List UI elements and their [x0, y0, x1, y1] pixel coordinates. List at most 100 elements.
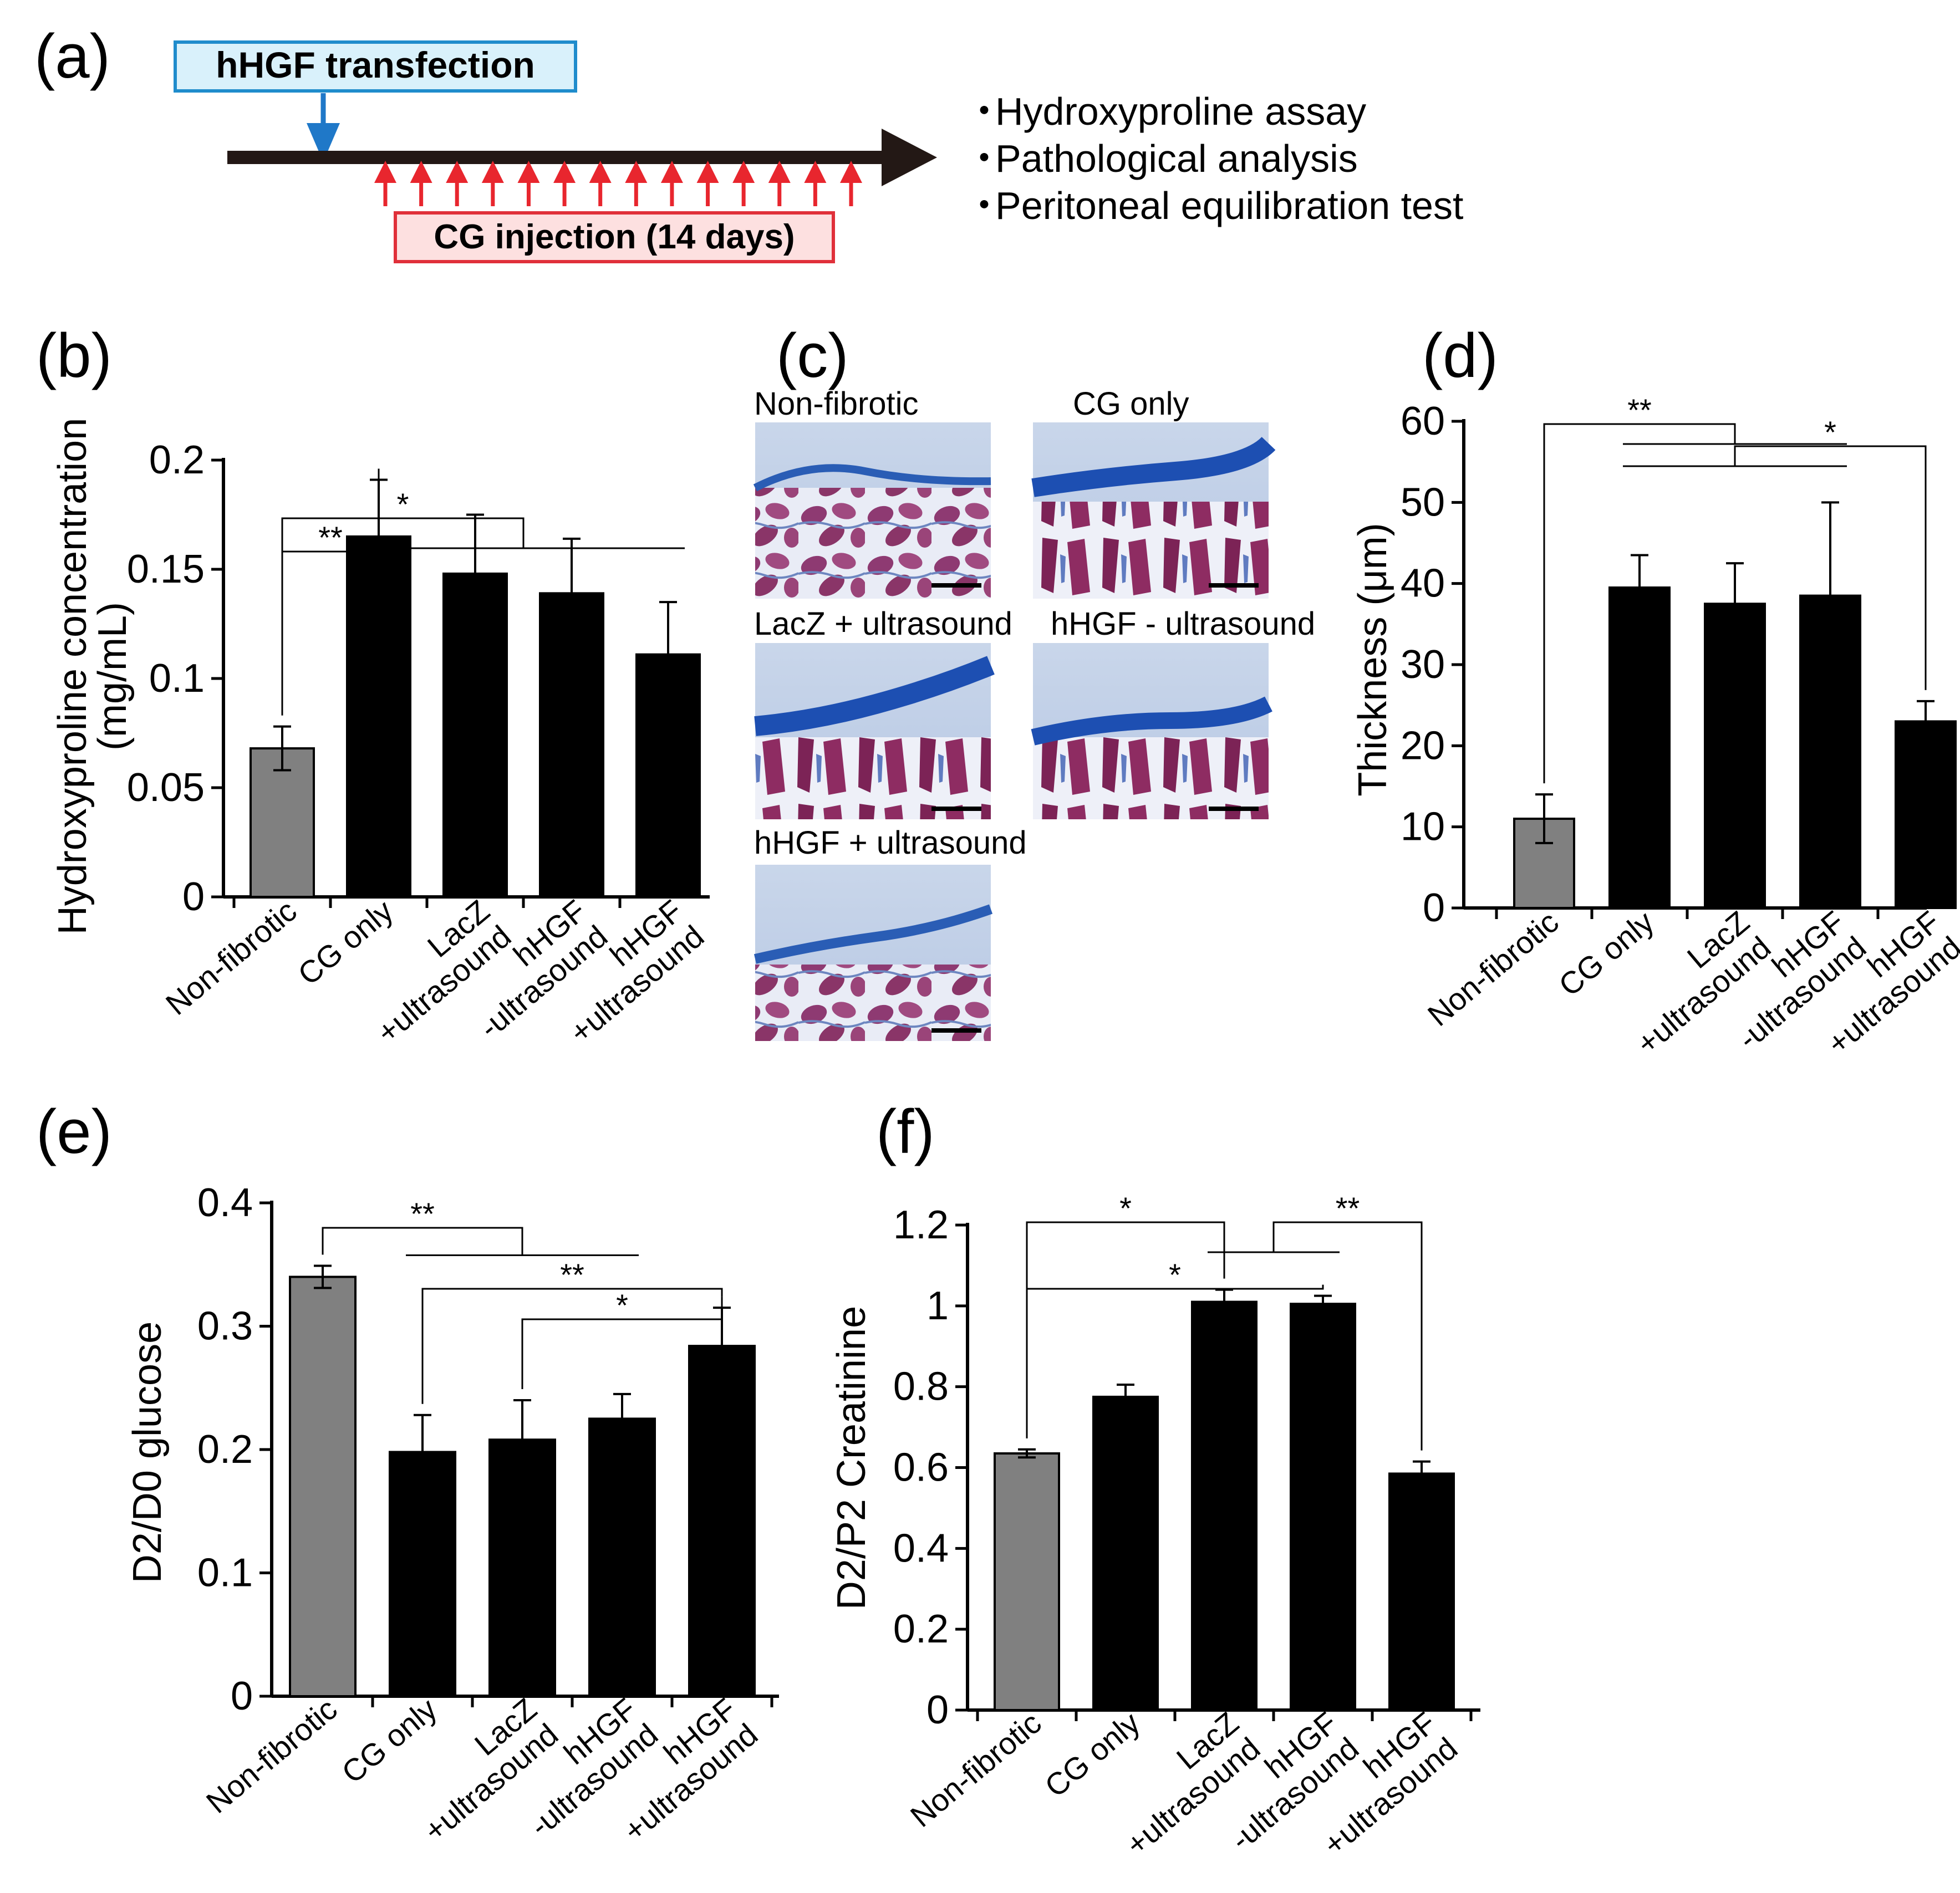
y-tick-label: 1.2: [893, 1203, 949, 1247]
injection-arrow-head: [446, 161, 469, 183]
outcome-bullet-1: ・: [965, 90, 1004, 133]
injection-arrow-head: [517, 161, 540, 183]
injection-box: [394, 211, 835, 263]
injection-label: CG injection (14 days): [434, 218, 795, 256]
bar-4: [688, 1345, 756, 1698]
significance-label: **: [560, 1257, 584, 1292]
significance-label: *: [397, 487, 409, 522]
bar-4: [1895, 720, 1957, 910]
significance-bracket: [322, 1227, 523, 1256]
micrograph-hhgf-plus-ultrasound: [754, 865, 993, 1041]
significance-label: **: [1627, 392, 1652, 427]
panel-a-letter: (a): [34, 22, 110, 91]
y-tick-label: 0.2: [893, 1607, 949, 1651]
y-tick-label: 0.1: [197, 1551, 253, 1595]
micrograph-hhgf-minus-ultrasound: [1031, 643, 1272, 819]
y-tick-label: 0.05: [127, 766, 205, 810]
injection-arrow-head: [481, 161, 504, 183]
significance-bracket: [1272, 1221, 1423, 1451]
outcome-bullet-3: ・: [965, 184, 1004, 227]
category-label: Non-fibrotic: [159, 893, 303, 1022]
y-tick-label: 0.8: [893, 1365, 949, 1409]
y-tick-label: 20: [1401, 723, 1445, 768]
micro-label-cg-only: CG only: [1073, 386, 1189, 422]
y-tick-label: 0: [926, 1688, 949, 1732]
outcome-list: ・ Hydroxyproline assay ・ Pathological an…: [965, 90, 1463, 227]
significance-label: **: [410, 1196, 435, 1231]
bar-1: [1092, 1395, 1159, 1711]
outcome-3: Peritoneal equilibration test: [995, 184, 1463, 227]
injection-arrow-head: [553, 161, 576, 183]
panel-c-letter: (c): [776, 321, 849, 390]
transfection-box: [174, 40, 577, 93]
significance-bracket: [281, 517, 525, 716]
micro-label-lacz-ultrasound: LacZ + ultrasound: [754, 606, 1012, 642]
y-tick-label: 0: [231, 1674, 253, 1718]
significance-label: *: [1824, 415, 1836, 450]
y-axis-label: Thickness (μm): [1351, 523, 1395, 797]
panel-d-letter: (d): [1422, 321, 1498, 390]
y-tick-label: 0.15: [127, 547, 205, 591]
significance-bracket: [1734, 445, 1927, 690]
transfection-label: hHGF transfection: [216, 44, 535, 85]
significance-label: **: [1336, 1191, 1360, 1226]
category-label: Non-fibrotic: [200, 1691, 344, 1820]
bar-3: [588, 1417, 656, 1697]
scale-bar: [931, 1028, 981, 1033]
y-tick-label: 0: [1423, 886, 1445, 930]
scale-bar: [1209, 807, 1259, 811]
y-tick-label: 0.3: [197, 1304, 253, 1349]
y-axis-label: D2/D0 glucose: [125, 1321, 170, 1583]
transfection-arrow-head: [307, 123, 340, 162]
y-tick-label: 50: [1401, 480, 1445, 524]
y-tick-label: 40: [1401, 562, 1445, 606]
significance-label: **: [318, 520, 343, 555]
injection-arrow-head: [660, 161, 683, 183]
y-tick-label: 0.2: [197, 1427, 253, 1472]
y-tick-label: 0: [182, 875, 205, 919]
y-tick-label: 30: [1401, 642, 1445, 687]
injection-arrow-head: [696, 161, 719, 183]
injection-arrow-head: [589, 161, 612, 183]
micrograph-cg-only: [1031, 422, 1276, 599]
injection-arrow-head: [410, 161, 432, 183]
bar-1: [346, 535, 411, 898]
bar-3: [1290, 1303, 1356, 1711]
y-tick-label: 10: [1401, 805, 1445, 849]
bar-2: [1704, 603, 1766, 909]
y-tick-label: 60: [1401, 399, 1445, 443]
y-tick-label: 0.4: [197, 1181, 253, 1225]
bar-0: [289, 1275, 357, 1697]
micrograph-non-fibrotic: [753, 422, 991, 599]
injection-arrows: [374, 161, 862, 206]
y-tick-label: 0.4: [893, 1526, 949, 1570]
y-axis-label: Hydroxyproline concentration(mg/mL): [50, 418, 135, 935]
significance-label: *: [1119, 1191, 1132, 1226]
category-label: CG only: [1552, 904, 1660, 1003]
bar-4: [1388, 1472, 1455, 1711]
scale-bar: [1209, 583, 1259, 588]
scale-bar: [931, 583, 981, 588]
y-axis-label: D2/P2 Creatinine: [829, 1306, 874, 1610]
significance-bracket: [421, 1288, 723, 1404]
panel-e-letter: (e): [36, 1097, 112, 1166]
y-tick-label: 0.2: [149, 438, 205, 482]
bar-0: [994, 1452, 1060, 1712]
injection-arrow-head: [732, 161, 755, 183]
y-tick-label: 0.6: [893, 1446, 949, 1490]
micro-label-non-fibrotic: Non-fibrotic: [754, 386, 919, 422]
injection-arrow-head: [840, 161, 862, 183]
y-tick-label: 1: [926, 1284, 949, 1328]
significance-bracket: [1026, 1284, 1324, 1438]
category-label: Non-fibrotic: [904, 1705, 1048, 1834]
category-label: CG only: [1038, 1705, 1146, 1804]
bar-0: [250, 747, 315, 898]
panel-b-letter: (b): [36, 321, 112, 390]
significance-label: *: [616, 1288, 628, 1323]
bar-1: [1608, 586, 1671, 909]
significance-bracket: [1543, 423, 1736, 784]
